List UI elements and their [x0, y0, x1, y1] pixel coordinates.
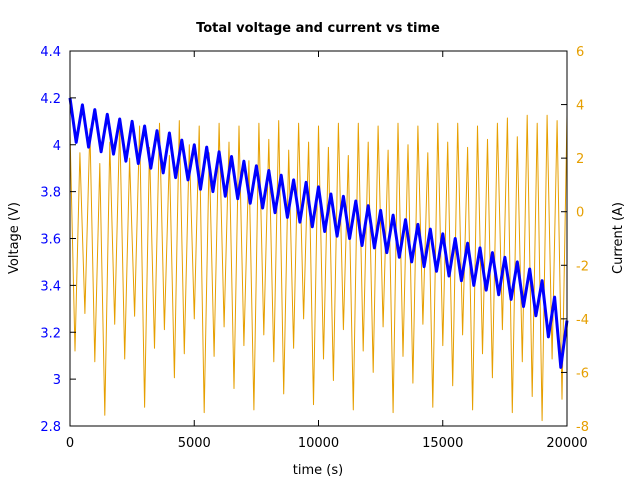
y-tick-label-right: 0 [576, 206, 584, 221]
y-tick-label-left: 3 [53, 373, 61, 388]
x-tick-label: 5000 [178, 436, 211, 451]
y-tick-label-right: -8 [576, 420, 589, 435]
current-series-line [69, 114, 568, 422]
x-tick-label: 20000 [546, 436, 587, 451]
x-tick-label: 0 [66, 436, 74, 451]
y-tick-label-right: -6 [576, 366, 589, 381]
y-tick-label-right: -2 [576, 259, 589, 274]
y-tick-label-left: 4.4 [40, 45, 61, 60]
x-tick-label: 10000 [298, 436, 339, 451]
y-tick-label-right: 2 [576, 152, 584, 167]
x-axis-label: time (s) [293, 463, 343, 478]
y-tick-label-right: -4 [576, 313, 589, 328]
y-axis-label-right: Current (A) [611, 202, 626, 274]
y-tick-label-left: 3.6 [40, 233, 61, 248]
x-tick-label: 15000 [422, 436, 463, 451]
y-axis-label-left: Voltage (V) [7, 202, 22, 274]
y-tick-label-right: 6 [576, 45, 584, 60]
y-tick-label-right: 4 [576, 99, 584, 114]
axes-layer: 0 5000 10000 15000 20000 2.8 3 3.2 3.4 3.6 3.8 4 4.2… [40, 45, 589, 451]
y-tick-label-left: 2.8 [40, 420, 61, 435]
voltage-series-line [68, 97, 569, 369]
y-tick-label-left: 4.2 [40, 92, 61, 107]
chart-title: Total voltage and current vs time [196, 21, 440, 36]
y-tick-label-left: 4 [53, 139, 61, 154]
y-tick-label-left: 3.8 [40, 186, 61, 201]
y-tick-label-left: 3.4 [40, 279, 61, 294]
y-tick-label-left: 3.2 [40, 326, 61, 341]
series-layer [68, 97, 569, 422]
